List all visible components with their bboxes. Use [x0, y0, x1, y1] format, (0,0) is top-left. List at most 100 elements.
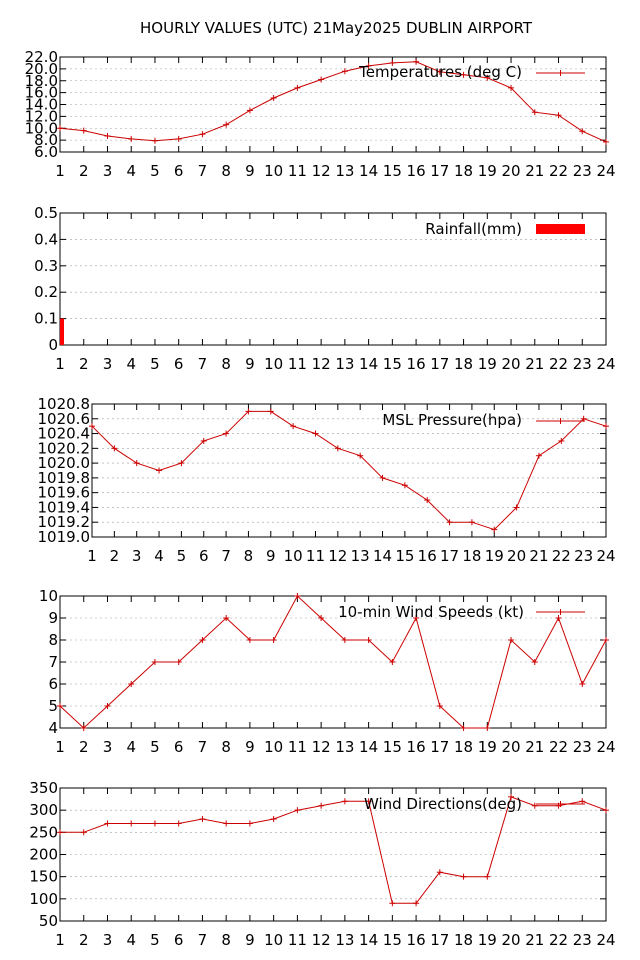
temperature-data-point [128, 135, 135, 142]
wind-speed-data-point [246, 637, 253, 643]
temperature-data-point [270, 94, 277, 101]
temperature-xtick-label: 17 [430, 162, 449, 180]
temperature-data-point [318, 76, 325, 83]
pressure-xtick-label: 11 [306, 547, 325, 565]
pressure-xtick-label: 15 [395, 547, 414, 565]
wind-direction-xtick-label: 21 [525, 931, 544, 949]
wind-speed-xtick-label: 3 [103, 738, 113, 756]
pressure-data-point [267, 408, 274, 415]
wind-direction-ytick-label: 50 [39, 912, 58, 930]
wind-speed-xtick-label: 12 [312, 738, 331, 756]
pressure-xtick-label: 9 [266, 547, 276, 565]
wind-speed-ytick-label: 8 [48, 631, 58, 649]
wind-speed-xtick-label: 24 [596, 738, 615, 756]
temperature-xtick-label: 22 [549, 162, 568, 180]
pressure-data-point [223, 430, 230, 437]
temperature-data-point [389, 59, 396, 66]
rainfall-xtick-label: 3 [103, 355, 113, 373]
pressure-plot-frame [91, 403, 607, 538]
pressure-data-point [245, 408, 252, 415]
temperature-data-point [555, 112, 562, 119]
wind-direction-data-point [531, 802, 538, 809]
wind-direction-data-point [436, 869, 443, 876]
wind-speed-xtick-label: 16 [407, 738, 426, 756]
pressure-xtick-label: 14 [373, 547, 392, 565]
rainfall-xtick-label: 17 [430, 355, 449, 373]
pressure-xtick-label: 7 [221, 547, 231, 565]
temperature-data-point [341, 68, 348, 75]
temperature-xtick-label: 5 [150, 162, 160, 180]
temperature-ytick-label: 8.0 [34, 131, 58, 149]
wind-speed-data-point [175, 659, 182, 665]
wind-direction-ytick-label: 300 [29, 801, 58, 819]
pressure-xtick-label: 5 [177, 547, 187, 565]
temperature-data-point [199, 131, 206, 138]
temperature-ytick-label: 10.0 [25, 119, 58, 137]
temperature-xtick-label: 10 [264, 162, 283, 180]
rainfall-xtick-label: 23 [573, 355, 592, 373]
pressure-data-point [468, 519, 475, 526]
temperature-data-point [223, 121, 230, 128]
wind-speed-data-point [151, 659, 158, 665]
wind-direction-data-point [603, 807, 609, 814]
pressure-ytick-label: 1020.2 [38, 439, 91, 457]
wind-direction-ytick-label: 350 [29, 779, 58, 797]
wind-speed-xtick-label: 23 [573, 738, 592, 756]
wind-speed-ytick-label: 5 [48, 697, 58, 715]
wind-speed-xtick-label: 19 [478, 738, 497, 756]
wind-direction-xtick-label: 17 [430, 931, 449, 949]
rainfall-panel: 00.10.20.30.40.51 2 3 4 5 6 7 8 9 10 11 12 13 14 15 16 1… [34, 204, 615, 373]
wind-speed-data-point [555, 615, 562, 621]
wind-direction-series-line [60, 796, 607, 904]
wind-speed-xtick-label: 8 [221, 738, 231, 756]
wind-speed-data-point [57, 703, 63, 709]
wind-direction-xtick-label: 24 [596, 931, 615, 949]
pressure-xtick-label: 2 [110, 547, 120, 565]
wind-speed-data-point [484, 725, 491, 731]
wind-direction-data-point [223, 820, 230, 827]
rainfall-xtick-label: 8 [221, 355, 231, 373]
rainfall-xtick-label: 5 [150, 355, 160, 373]
temperature-data-point [579, 128, 586, 135]
wind-speed-xtick-label: 20 [501, 738, 520, 756]
pressure-data-point [446, 519, 453, 526]
wind-direction-xtick-label: 12 [312, 931, 331, 949]
temperature-xtick-label: 6 [174, 162, 184, 180]
pressure-xtick-label: 17 [440, 547, 459, 565]
wind-speed-xtick-label: 10 [264, 738, 283, 756]
wind-speed-xtick-label: 2 [79, 738, 89, 756]
pressure-xtick-label: 21 [529, 547, 548, 565]
rainfall-legend-swatch [536, 224, 585, 234]
wind-speed-xtick-label: 1 [55, 738, 65, 756]
pressure-ytick-label: 1019.6 [38, 484, 91, 502]
wind-speed-data-point [270, 637, 277, 643]
rainfall-xtick-label: 1 [55, 355, 65, 373]
wind-speed-data-point [128, 681, 135, 687]
wind-direction-xtick-label: 4 [126, 931, 136, 949]
pressure-data-point [401, 482, 408, 489]
rainfall-ytick-label: 0 [48, 336, 58, 354]
wind-speed-legend-label: 10-min Wind Speeds (kt) [338, 603, 524, 621]
rainfall-bar [60, 318, 64, 345]
wind-speed-ytick-label: 10 [39, 587, 58, 605]
pressure-xtick-label: 13 [351, 547, 370, 565]
wind-speed-data-point [318, 615, 325, 621]
rainfall-xtick-label: 9 [245, 355, 255, 373]
rainfall-xtick-label: 15 [383, 355, 402, 373]
wind-direction-data-point [341, 798, 348, 805]
pressure-data-point [603, 423, 609, 430]
rainfall-ytick-label: 0.1 [34, 310, 58, 328]
temperature-data-point [413, 58, 420, 65]
wind-speed-data-point [223, 615, 230, 621]
wind-direction-data-point [294, 807, 301, 814]
rainfall-xtick-label: 20 [501, 355, 520, 373]
wind-direction-data-point [80, 829, 87, 836]
rainfall-xtick-label: 2 [79, 355, 89, 373]
wind-speed-data-point [365, 637, 372, 643]
rainfall-ytick-label: 0.3 [34, 257, 58, 275]
temperature-xtick-label: 8 [221, 162, 231, 180]
wind-speed-xtick-label: 4 [126, 738, 136, 756]
temperature-data-point [175, 135, 182, 142]
wind-speed-series-line [59, 595, 607, 729]
temperature-plot-frame [59, 56, 607, 153]
